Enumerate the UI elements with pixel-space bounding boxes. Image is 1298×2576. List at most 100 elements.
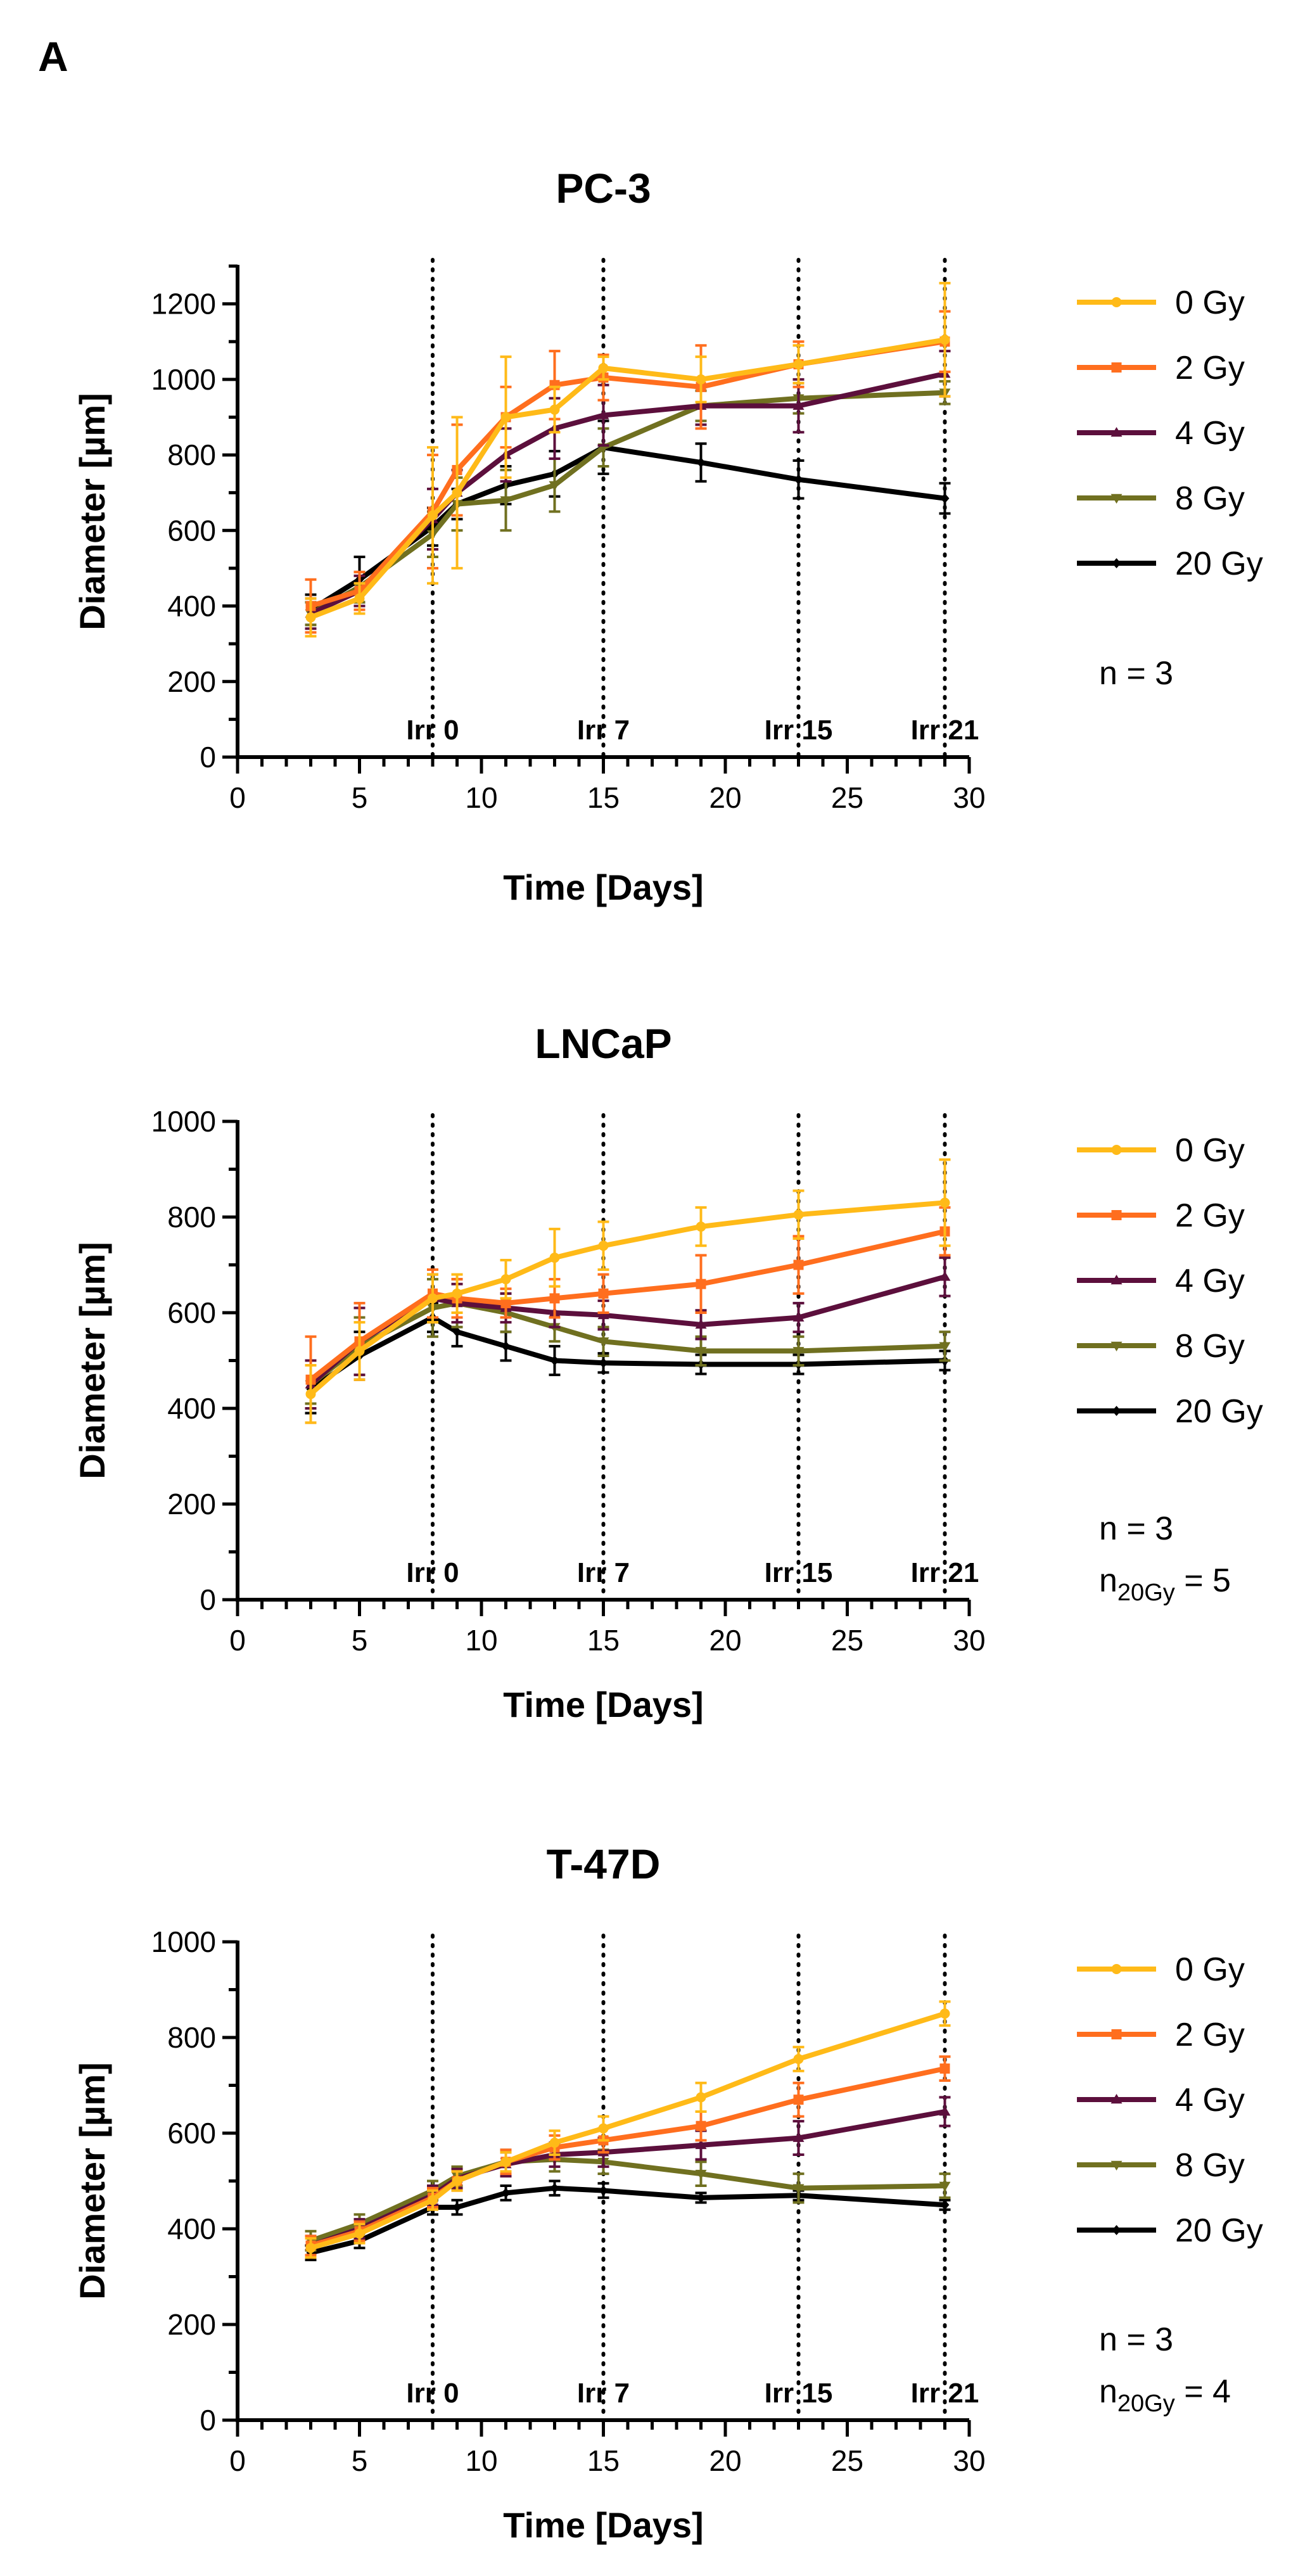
marker-0-gy xyxy=(598,2123,609,2134)
x-tick-label: 25 xyxy=(831,781,863,814)
chart-title: T-47D xyxy=(547,1840,661,1887)
marker-20-gy xyxy=(501,2188,511,2198)
y-tick-label: 600 xyxy=(167,1296,216,1329)
series-line xyxy=(309,1315,945,1392)
marker-0-gy xyxy=(428,510,438,521)
marker-8-gy xyxy=(549,481,561,491)
legend-label: 8 Gy xyxy=(1175,1328,1245,1365)
series-8-gy xyxy=(305,379,951,627)
marker-0-gy xyxy=(305,1389,316,1400)
marker-8-gy xyxy=(1110,494,1123,504)
y-tick-label: 200 xyxy=(167,665,216,698)
x-tick-label: 20 xyxy=(709,781,741,814)
note-subscript: 20Gy xyxy=(1117,1579,1175,1606)
series-20-gy xyxy=(305,2179,951,2262)
marker-20-gy xyxy=(1112,2225,1121,2235)
marker-0-gy xyxy=(500,2157,511,2167)
marker-0-gy xyxy=(500,412,511,423)
legend-item: 4 Gy xyxy=(1077,1263,1245,1299)
marker-8-gy xyxy=(939,1342,951,1352)
series-line xyxy=(309,371,946,616)
x-tick-label: 0 xyxy=(229,2444,246,2477)
legend-label: 0 Gy xyxy=(1175,1132,1245,1169)
legend-item: 20 Gy xyxy=(1077,2212,1263,2249)
marker-2-gy xyxy=(939,2063,950,2074)
series-line xyxy=(310,2011,946,2251)
marker-2-gy xyxy=(1111,362,1122,373)
y-tick-label: 1000 xyxy=(151,1105,216,1138)
chart-title: PC-3 xyxy=(556,165,651,212)
marker-0-gy xyxy=(549,2138,560,2148)
marker-20-gy xyxy=(452,2202,462,2213)
marker-2-gy xyxy=(696,2120,706,2131)
note-prefix: n xyxy=(1099,1562,1117,1599)
panel-label: A xyxy=(38,33,68,80)
marker-2-gy xyxy=(696,1278,706,1289)
legend-label: 0 Gy xyxy=(1175,1951,1245,1988)
legend-label: 20 Gy xyxy=(1175,2212,1263,2249)
marker-4-gy xyxy=(597,1309,609,1320)
marker-8-gy xyxy=(597,1337,609,1348)
marker-0-gy xyxy=(696,2092,706,2103)
irradiation-label: Irr 0 xyxy=(406,2378,459,2409)
y-tick-label: 1200 xyxy=(151,288,216,321)
marker-4-gy xyxy=(1110,2094,1123,2104)
marker-4-gy xyxy=(939,1271,951,1281)
marker-2-gy xyxy=(1111,2029,1122,2039)
y-tick-label: 800 xyxy=(167,438,216,471)
marker-4-gy xyxy=(597,409,609,419)
marker-0-gy xyxy=(305,2243,316,2254)
x-tick-label: 0 xyxy=(229,781,246,814)
y-tick-label: 800 xyxy=(167,2021,216,2054)
marker-0-gy xyxy=(549,1253,560,1263)
series-line xyxy=(309,1200,945,1396)
series-20-gy xyxy=(305,419,951,627)
marker-0-gy xyxy=(354,2228,365,2239)
x-tick-label: 5 xyxy=(352,1624,368,1657)
series-line xyxy=(310,337,946,620)
note-suffix: = 4 xyxy=(1175,2373,1231,2410)
marker-0-gy xyxy=(598,1240,609,1251)
irradiation-label: Irr 15 xyxy=(765,1557,833,1588)
marker-2-gy xyxy=(549,1293,560,1304)
marker-20-gy xyxy=(501,1341,511,1351)
x-tick-label: 30 xyxy=(953,781,985,814)
marker-0-gy xyxy=(939,2008,950,2019)
x-tick-label: 15 xyxy=(587,2444,620,2477)
legend-item: 20 Gy xyxy=(1077,1393,1263,1430)
legend-item: 4 Gy xyxy=(1077,415,1245,452)
marker-2-gy xyxy=(793,2095,804,2105)
x-axis-label: Time [Days] xyxy=(503,2505,703,2545)
y-axis-label: Diameter [µm] xyxy=(72,1242,112,1479)
marker-2-gy xyxy=(598,1288,609,1299)
y-tick-label: 200 xyxy=(167,2308,216,2341)
series-line xyxy=(310,2185,945,2255)
marker-4-gy xyxy=(695,1318,707,1329)
marker-20-gy xyxy=(940,2200,950,2210)
legend-item: 2 Gy xyxy=(1077,2017,1245,2053)
marker-0-gy xyxy=(354,593,365,604)
marker-2-gy xyxy=(793,1259,804,1270)
legend-item: 8 Gy xyxy=(1077,1328,1245,1365)
legend-item: 0 Gy xyxy=(1077,284,1245,321)
marker-20-gy xyxy=(1112,558,1121,568)
series-0-gy xyxy=(305,2000,951,2259)
marker-0-gy xyxy=(793,2053,804,2064)
marker-20-gy xyxy=(1112,1406,1121,1416)
marker-0-gy xyxy=(452,487,462,498)
marker-4-gy xyxy=(792,1311,805,1322)
series-8-gy xyxy=(305,1278,951,1405)
marker-4-gy xyxy=(792,400,805,410)
marker-4-gy xyxy=(1110,427,1123,437)
series-0-gy xyxy=(305,1158,951,1424)
marker-8-gy xyxy=(695,1347,707,1357)
x-tick-label: 10 xyxy=(465,1624,497,1657)
series-0-gy xyxy=(305,281,951,638)
chart-2: LNCaP 0 200 400 600 800 1000 0 5 10 15 20 25 30 Diamet… xyxy=(72,1020,1263,1725)
irradiation-label: Irr 15 xyxy=(765,2378,833,2409)
x-tick-label: 30 xyxy=(953,1624,985,1657)
legend-label: 2 Gy xyxy=(1175,2017,1245,2053)
marker-0-gy xyxy=(549,404,560,415)
irradiation-label: Irr 21 xyxy=(911,1557,979,1588)
